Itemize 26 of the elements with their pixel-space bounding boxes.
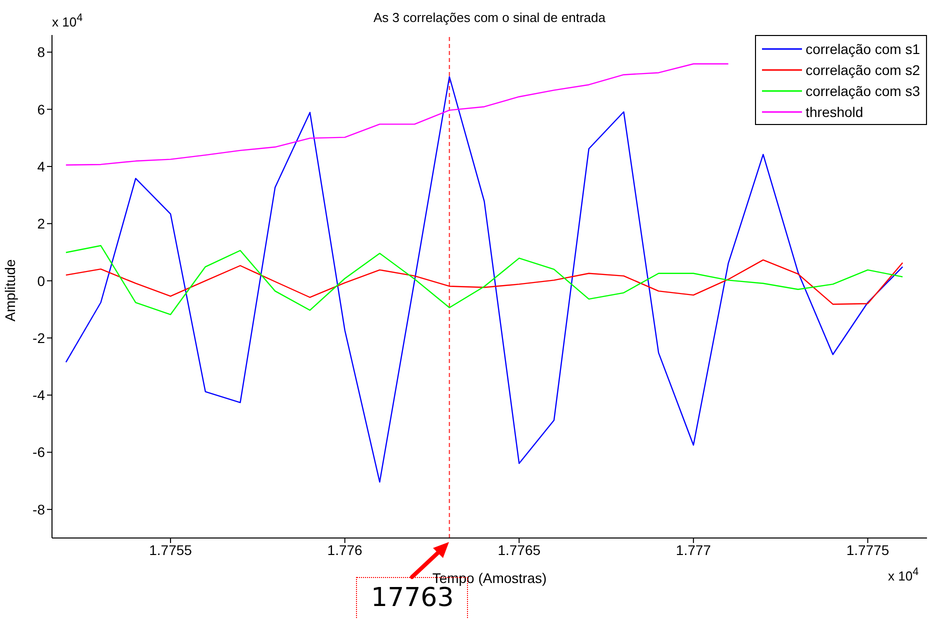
legend-label: correlação com s3 <box>806 82 920 98</box>
text: x 10$^{4}$ <box>52 12 83 30</box>
y-tick-label: -4 <box>32 387 46 404</box>
y-tick-label: 0 <box>37 272 46 289</box>
line-series <box>65 245 904 316</box>
chart-title: As 3 correlações com o sinal de entrada <box>374 10 606 25</box>
y-tick-label: -8 <box>32 501 46 518</box>
y-tick-label: 2 <box>37 216 46 232</box>
y-tick-label: 8 <box>37 44 46 60</box>
x-tick-label: 1.777 <box>676 542 712 558</box>
x-tick-label: 1.776 <box>327 542 363 558</box>
x-tick-label: 1.7765 <box>498 542 541 558</box>
line-series <box>65 63 729 166</box>
line-series <box>65 76 904 483</box>
legend-label: correlação com s1 <box>806 40 920 56</box>
x-tick-label: 1.7775 <box>846 542 890 558</box>
text: x 10$^{4}$ <box>888 566 919 584</box>
y-axis-title: Amplitude <box>2 259 18 322</box>
legend-label: threshold <box>806 104 864 120</box>
legend-label: correlação com s2 <box>806 62 920 78</box>
line-series <box>65 259 904 305</box>
y-tick-label: 6 <box>37 101 46 118</box>
x-tick-label: 1.7755 <box>149 542 192 558</box>
y-tick-label: -2 <box>32 330 46 346</box>
y-tick-label: 4 <box>37 158 46 174</box>
y-tick-label: -6 <box>32 444 46 460</box>
